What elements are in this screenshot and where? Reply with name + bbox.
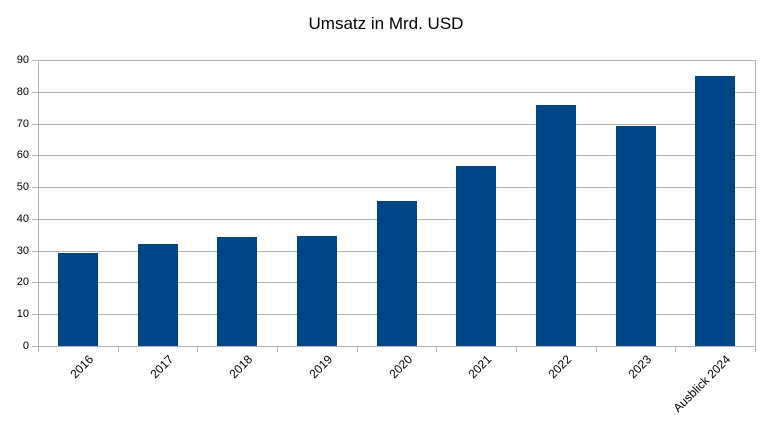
y-axis-tick bbox=[32, 218, 38, 220]
y-axis-label: 70 bbox=[16, 117, 29, 130]
bar-2023 bbox=[615, 125, 656, 346]
x-axis-label: 2022 bbox=[545, 352, 575, 382]
y-axis-tick bbox=[32, 91, 38, 93]
bar-2017 bbox=[137, 243, 178, 346]
x-axis-tick bbox=[436, 346, 438, 352]
y-axis-label: 80 bbox=[16, 85, 29, 98]
x-axis-tick bbox=[197, 346, 199, 352]
x-axis-label: 2018 bbox=[226, 352, 256, 382]
x-axis-label: Ausblick 2024 bbox=[670, 352, 734, 416]
y-axis-line bbox=[38, 60, 39, 346]
y-axis-label: 20 bbox=[16, 276, 29, 289]
y-axis-tick bbox=[32, 250, 38, 252]
bar-2018 bbox=[217, 237, 258, 346]
x-axis-label: 2020 bbox=[385, 352, 415, 382]
y-axis-label: 10 bbox=[16, 308, 29, 321]
y-axis-tick bbox=[32, 314, 38, 316]
y-axis-tick bbox=[32, 60, 38, 61]
x-axis-tick bbox=[277, 346, 278, 352]
y-axis-tick bbox=[32, 155, 38, 157]
y-axis-tick bbox=[32, 123, 38, 125]
bar-2019 bbox=[296, 236, 337, 346]
y-axis-tick bbox=[32, 187, 38, 189]
x-axis-label: 2017 bbox=[146, 352, 176, 382]
x-axis-tick bbox=[516, 346, 517, 352]
y-axis-tick bbox=[32, 282, 38, 284]
bar-2016 bbox=[57, 252, 98, 346]
plot-right-border bbox=[755, 60, 756, 346]
y-axis-label: 30 bbox=[16, 244, 29, 257]
x-axis-tick bbox=[755, 346, 756, 352]
bar-2020 bbox=[376, 201, 417, 346]
y-axis-label: 40 bbox=[16, 212, 29, 225]
x-axis-label: 2019 bbox=[306, 352, 336, 382]
y-gridline bbox=[38, 60, 755, 61]
y-axis-tick bbox=[32, 346, 38, 347]
x-axis-tick bbox=[356, 346, 358, 352]
y-gridline bbox=[38, 91, 755, 93]
bar-2022 bbox=[535, 104, 576, 346]
x-axis-tick bbox=[117, 346, 119, 352]
x-axis-tick bbox=[595, 346, 597, 352]
x-axis-label: 2016 bbox=[67, 352, 97, 382]
bar-ausblick-2024 bbox=[695, 75, 736, 346]
y-axis-label: 50 bbox=[16, 181, 29, 194]
x-axis-tick bbox=[38, 346, 39, 352]
y-axis-label: 90 bbox=[16, 54, 29, 66]
x-axis-label: 2021 bbox=[465, 352, 495, 382]
bar-2021 bbox=[456, 165, 497, 346]
x-axis-label: 2023 bbox=[624, 352, 654, 382]
chart-title: Umsatz in Mrd. USD bbox=[308, 14, 464, 33]
y-gridline bbox=[38, 123, 755, 125]
y-axis-label: 0 bbox=[22, 340, 29, 352]
x-axis-tick bbox=[675, 346, 677, 352]
y-axis-label: 60 bbox=[16, 149, 29, 162]
x-axis-line bbox=[38, 346, 756, 347]
